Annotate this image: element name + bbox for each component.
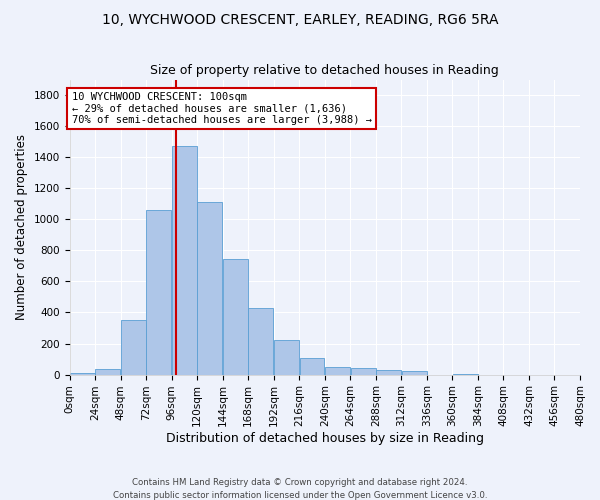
Bar bbox=[299, 358, 325, 374]
Bar bbox=[325, 367, 350, 374]
Bar bbox=[223, 259, 248, 374]
Bar bbox=[274, 340, 299, 374]
Bar bbox=[350, 368, 376, 374]
Bar bbox=[121, 320, 146, 374]
Bar bbox=[248, 308, 274, 374]
X-axis label: Distribution of detached houses by size in Reading: Distribution of detached houses by size … bbox=[166, 432, 484, 445]
Bar bbox=[172, 146, 197, 374]
Text: Contains HM Land Registry data © Crown copyright and database right 2024.
Contai: Contains HM Land Registry data © Crown c… bbox=[113, 478, 487, 500]
Bar bbox=[70, 373, 95, 374]
Bar bbox=[376, 370, 401, 374]
Bar bbox=[95, 369, 121, 374]
Y-axis label: Number of detached properties: Number of detached properties bbox=[15, 134, 28, 320]
Bar bbox=[146, 210, 172, 374]
Text: 10 WYCHWOOD CRESCENT: 100sqm
← 29% of detached houses are smaller (1,636)
70% of: 10 WYCHWOOD CRESCENT: 100sqm ← 29% of de… bbox=[71, 92, 371, 125]
Bar bbox=[197, 202, 223, 374]
Title: Size of property relative to detached houses in Reading: Size of property relative to detached ho… bbox=[151, 64, 499, 77]
Bar bbox=[401, 372, 427, 374]
Text: 10, WYCHWOOD CRESCENT, EARLEY, READING, RG6 5RA: 10, WYCHWOOD CRESCENT, EARLEY, READING, … bbox=[102, 12, 498, 26]
